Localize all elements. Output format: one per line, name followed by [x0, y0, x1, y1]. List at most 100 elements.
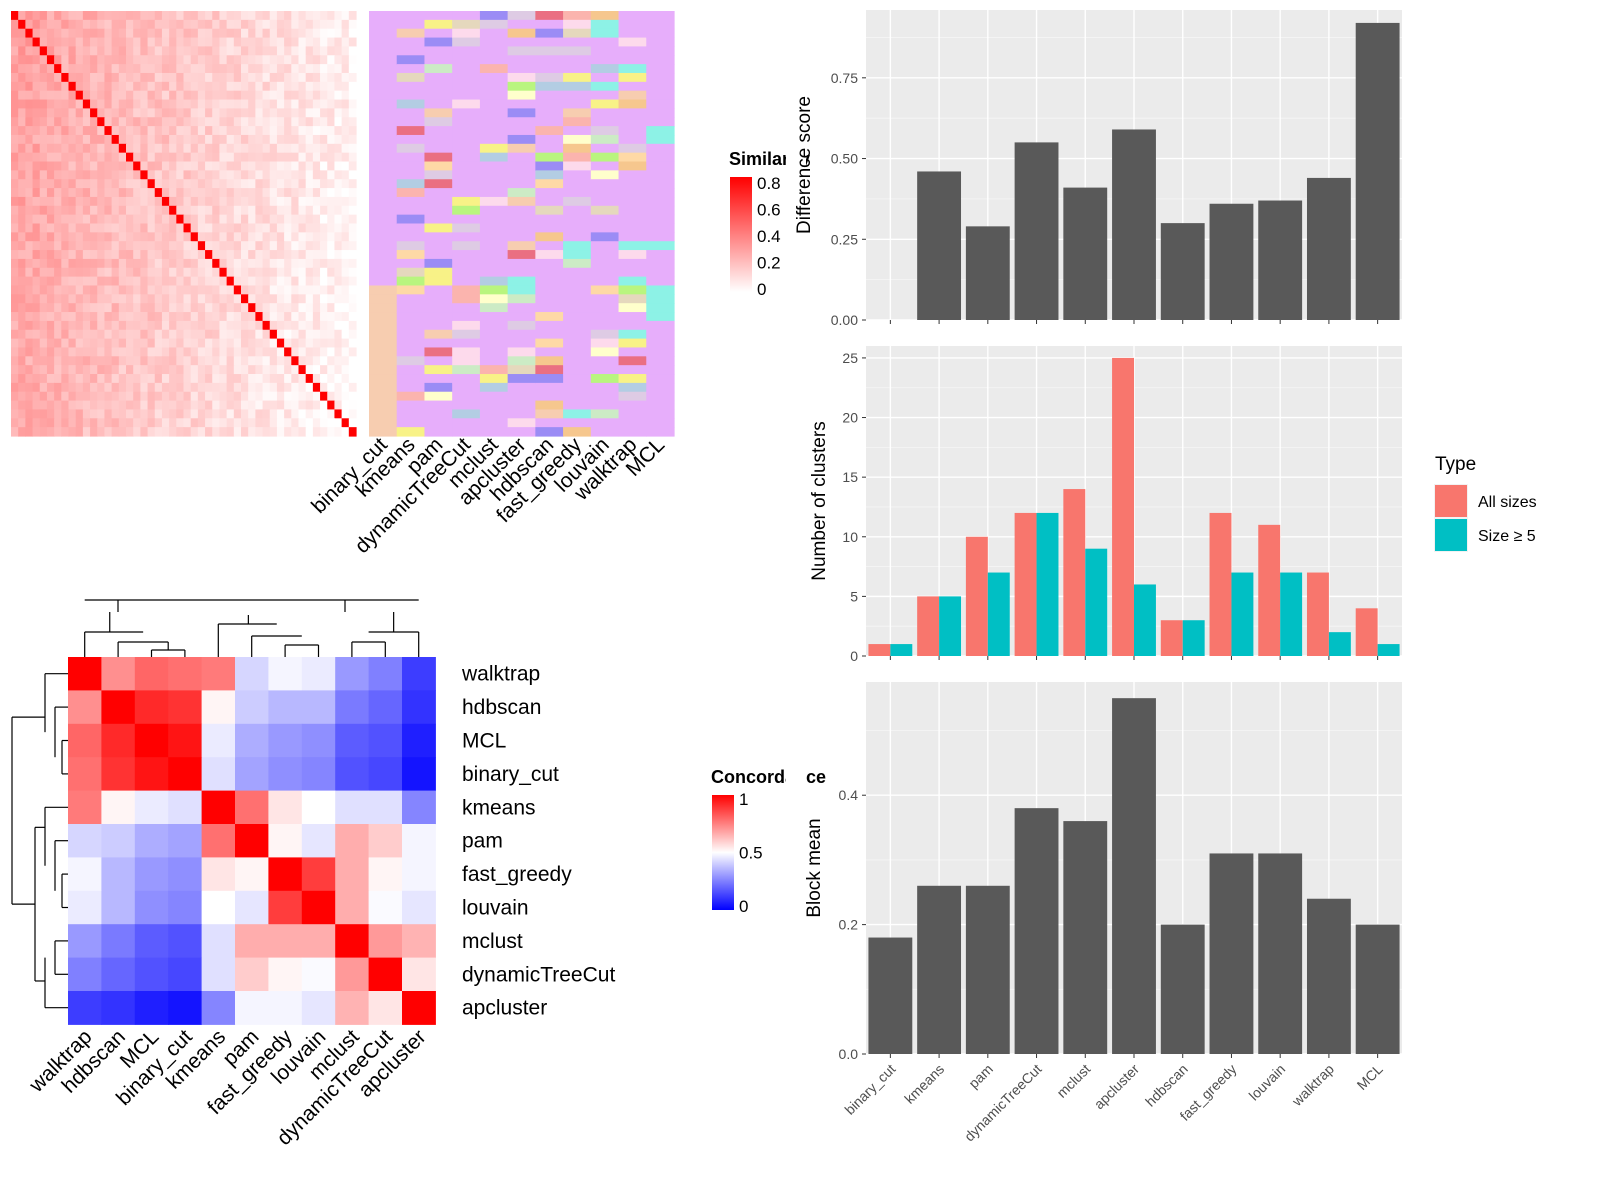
similarity-cell	[169, 81, 177, 92]
annotation-cell	[369, 338, 398, 349]
similarity-cell	[291, 400, 300, 411]
similarity-cell	[25, 223, 34, 233]
similarity-cell	[118, 81, 127, 92]
similarity-cell	[25, 409, 34, 419]
similarity-cell	[118, 19, 127, 30]
similarity-cell	[32, 81, 41, 92]
similarity-cell	[334, 391, 343, 402]
similarity-cell	[82, 365, 91, 375]
similarity-cell	[90, 418, 98, 428]
similarity-cell	[147, 143, 156, 154]
similarity-cell	[147, 258, 156, 269]
similarity-cell	[284, 108, 292, 118]
similarity-cell	[161, 19, 170, 30]
similarity-cell	[18, 374, 26, 384]
similarity-cell	[68, 37, 77, 48]
similarity-cell	[226, 19, 235, 30]
similarity-cell	[161, 223, 170, 233]
similarity-cell	[183, 382, 192, 393]
similarity-cell	[133, 338, 141, 349]
annotation-cell	[479, 19, 509, 30]
similarity-cell	[11, 276, 19, 287]
similarity-cell	[68, 320, 77, 331]
annotation-cell	[646, 126, 675, 136]
annotation-cell	[590, 241, 620, 251]
annotation-cell	[369, 365, 398, 375]
annotation-cell	[479, 214, 509, 225]
similarity-cell	[133, 99, 141, 109]
annotation-cell	[369, 409, 398, 419]
similarity-cell	[341, 161, 350, 171]
similarity-cell	[291, 312, 300, 322]
similarity-cell	[341, 338, 350, 349]
similarity-cell	[190, 338, 199, 349]
similarity-cell	[248, 294, 256, 304]
similarity-cell	[111, 400, 120, 411]
similarity-cell	[25, 28, 34, 39]
similarity-cell	[212, 99, 221, 109]
similarity-cell	[75, 64, 84, 74]
similarity-cell	[341, 117, 350, 127]
similarity-cell	[133, 143, 141, 154]
similarity-cell	[305, 161, 314, 171]
similarity-cell	[298, 64, 307, 74]
similarity-cell	[90, 19, 98, 30]
similarity-cell	[75, 312, 84, 322]
similarity-cell	[327, 134, 336, 145]
annotation-cell	[396, 28, 426, 39]
similarity-cell	[61, 37, 70, 48]
similarity-cell	[169, 250, 177, 260]
similarity-cell	[219, 46, 228, 56]
annotation-cell	[646, 409, 675, 419]
similarity-cell	[284, 196, 292, 207]
similarity-cell	[305, 90, 314, 101]
similarity-cell	[298, 294, 307, 304]
similarity-cell	[205, 356, 213, 366]
similarity-cell	[233, 409, 242, 419]
similarity-cell	[320, 205, 328, 216]
similarity-cell	[68, 205, 77, 216]
annotation-cell	[563, 241, 592, 251]
similarity-cell	[327, 188, 336, 198]
similarity-cell	[183, 108, 192, 118]
similarity-cell	[320, 232, 328, 242]
similarity-cell	[320, 374, 328, 384]
concordance-cell	[68, 790, 102, 825]
similarity-cell	[262, 427, 271, 437]
concordance-cell	[335, 723, 370, 758]
annotation-cell	[424, 161, 453, 171]
similarity-cell	[312, 28, 321, 39]
similarity-cell	[82, 214, 91, 225]
similarity-cell	[118, 161, 127, 171]
similarity-cell	[133, 152, 141, 163]
similarity-cell	[97, 258, 106, 269]
similarity-cell	[46, 99, 55, 109]
similarity-cell	[68, 303, 77, 313]
similarity-cell	[312, 320, 321, 331]
similarity-cell	[320, 161, 328, 171]
similarity-cell	[68, 99, 77, 109]
similarity-cell	[255, 99, 264, 109]
similarity-cell	[111, 320, 120, 331]
concordance-cell	[301, 957, 336, 992]
similarity-cell	[248, 382, 256, 393]
similarity-cell	[262, 347, 271, 357]
annotation-cell	[396, 365, 426, 375]
similarity-cell	[312, 179, 321, 189]
annotation-cell	[535, 55, 564, 65]
similarity-cell	[111, 72, 120, 83]
similarity-cell	[97, 143, 106, 154]
similarity-cell	[176, 37, 185, 48]
similarity-cell	[75, 108, 84, 118]
similarity-cell	[183, 205, 192, 216]
annotation-cell	[452, 11, 481, 21]
similarity-cell	[176, 152, 185, 163]
similarity-cell	[183, 374, 192, 384]
similarity-cell	[276, 161, 285, 171]
bar-all-sizes	[1258, 524, 1281, 656]
similarity-cell	[126, 170, 134, 180]
annotation-cell	[479, 108, 509, 118]
similarity-cell	[341, 19, 350, 30]
similarity-cell	[320, 214, 328, 225]
similarity-cell	[348, 258, 357, 269]
